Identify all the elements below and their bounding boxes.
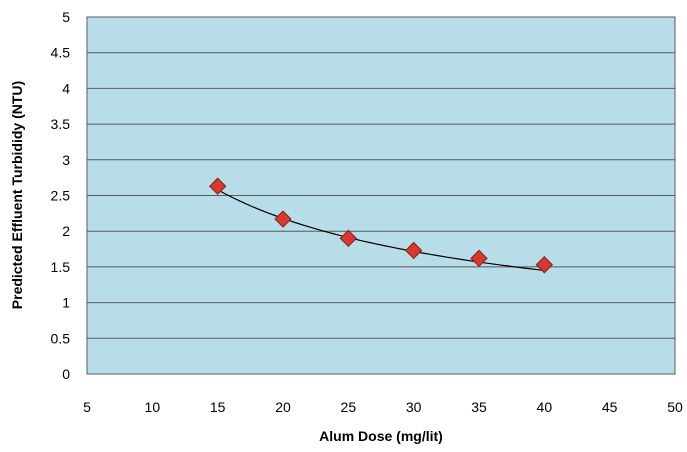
x-tick-label: 10 [145, 399, 161, 415]
x-tick-label: 40 [537, 399, 553, 415]
power-trendline [217, 189, 545, 272]
data-point-diamond [404, 241, 423, 260]
y-axis-ticks: 0 0.5 1 1.5 2 2.5 3 3.5 4 4.5 5 [51, 9, 71, 382]
data-point-diamond [535, 256, 554, 274]
x-tick-label: 5 [83, 399, 91, 415]
y-axis-title: Predicted Effluent Turbididy (NTU) [9, 81, 25, 309]
x-tick-label: 25 [341, 399, 357, 415]
x-tick-label: 15 [210, 399, 226, 415]
data-points [208, 177, 554, 274]
y-tick-label: 0 [62, 366, 70, 382]
data-point-diamond [274, 210, 292, 228]
y-tick-label: 2.5 [51, 188, 71, 204]
y-tick-label: 5 [62, 9, 70, 25]
x-tick-label: 45 [602, 399, 618, 415]
gridlines [87, 16, 675, 375]
y-tick-label: 4 [62, 80, 70, 96]
data-point-diamond [339, 229, 358, 248]
x-tick-label: 35 [471, 399, 487, 415]
data-point-diamond [470, 249, 488, 268]
y-tick-label: 4.5 [51, 45, 71, 61]
x-tick-label: 50 [667, 399, 683, 415]
x-axis-title: Alum Dose (mg/lit) [319, 428, 443, 444]
y-tick-label: 3.5 [51, 116, 71, 132]
x-tick-label: 20 [275, 399, 291, 415]
x-axis-ticks: 5 10 15 20 25 30 35 40 45 50 [83, 399, 683, 415]
trendline-group [217, 189, 545, 272]
x-tick-label: 30 [406, 399, 422, 415]
y-tick-label: 1.5 [51, 259, 71, 275]
data-point-diamond [208, 177, 227, 195]
y-tick-label: 3 [62, 152, 70, 168]
y-tick-label: 0.5 [51, 330, 71, 346]
y-tick-label: 1 [62, 295, 70, 311]
y-tick-label: 2 [62, 223, 70, 239]
